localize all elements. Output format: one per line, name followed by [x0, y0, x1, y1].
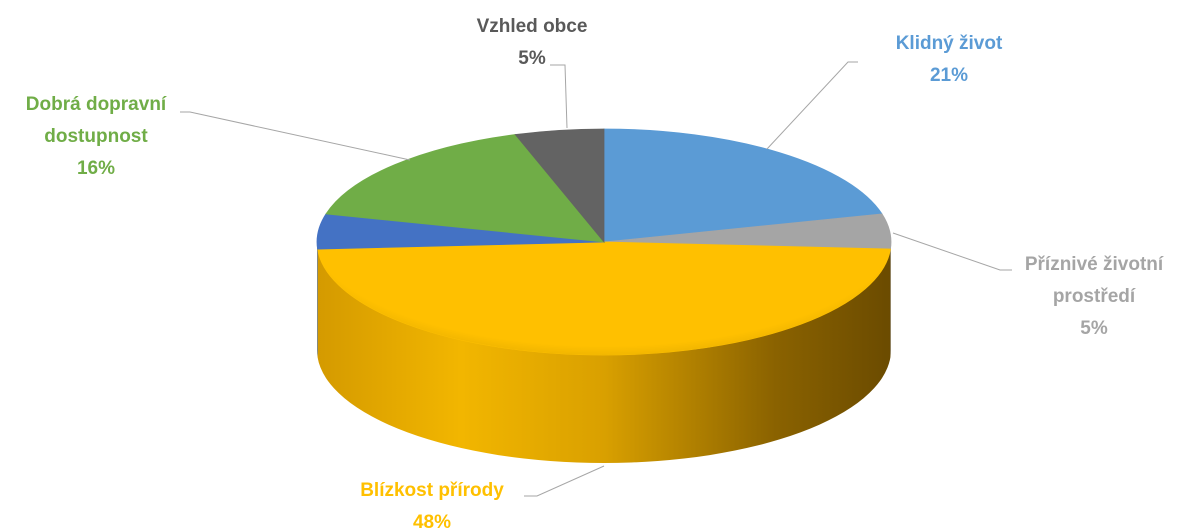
- data-label-percent-blizkost-prirody: 48%: [413, 512, 451, 531]
- data-label-percent-dobra-dopravni-dostupnost: 16%: [77, 158, 115, 179]
- leader-line-dobra-dopravni-dostupnost: [180, 111, 411, 161]
- data-label-percent-klidny-zivot: 21%: [930, 65, 968, 86]
- leader-line-blizkost-prirody: [524, 465, 605, 497]
- pie-side-priznive-zivotni-prostredi: [890, 242, 891, 358]
- pie-top-shading: [317, 129, 891, 355]
- data-label-name-dobra-dopravni-dostupnost: dostupnost: [44, 126, 148, 147]
- data-label-name-priznive-zivotni-prostredi: Příznivé životní: [1025, 254, 1164, 275]
- leader-line-priznive-zivotni-prostredi: [892, 232, 1012, 271]
- data-label-percent-priznive-zivotni-prostredi: 5%: [1080, 318, 1108, 339]
- data-label-percent-vzhled-obce: 5%: [518, 48, 546, 69]
- data-label-name-dobra-dopravni-dostupnost: Dobrá dopravní: [26, 94, 167, 115]
- data-label-name-blizkost-prirody: Blízkost přírody: [360, 480, 504, 501]
- data-label-name-klidny-zivot: Klidný život: [896, 33, 1003, 54]
- leader-line-vzhled-obce: [550, 64, 568, 129]
- data-label-name-priznive-zivotni-prostredi: prostředí: [1053, 286, 1136, 307]
- pie-side-slice-3: [317, 242, 318, 358]
- pie-side-blizkost-prirody: [317, 249, 891, 463]
- leader-line-klidny-zivot: [766, 61, 858, 150]
- data-label-name-vzhled-obce: Vzhled obce: [477, 16, 588, 37]
